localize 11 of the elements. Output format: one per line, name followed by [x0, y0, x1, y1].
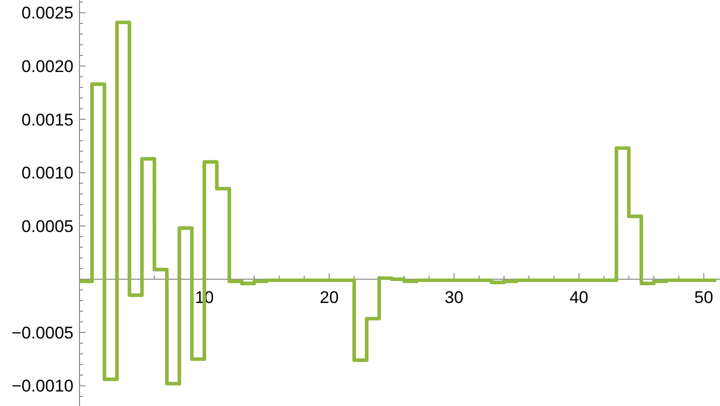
y-tick-label: 0.0015 [22, 110, 74, 130]
x-tick-label: 30 [444, 288, 464, 308]
y-tick-label: 0.0025 [22, 4, 74, 23]
x-tick-label: 20 [320, 288, 339, 308]
y-tick-label: −0.0010 [12, 376, 74, 396]
y-tick-label: 0.0010 [22, 164, 74, 183]
x-tick-label: 40 [569, 288, 588, 308]
y-tick-label: 0.0005 [22, 216, 74, 236]
y-tick-label: 0.0020 [22, 57, 74, 76]
x-tick-label: 50 [694, 288, 714, 308]
y-tick-label: −0.0005 [12, 323, 74, 342]
